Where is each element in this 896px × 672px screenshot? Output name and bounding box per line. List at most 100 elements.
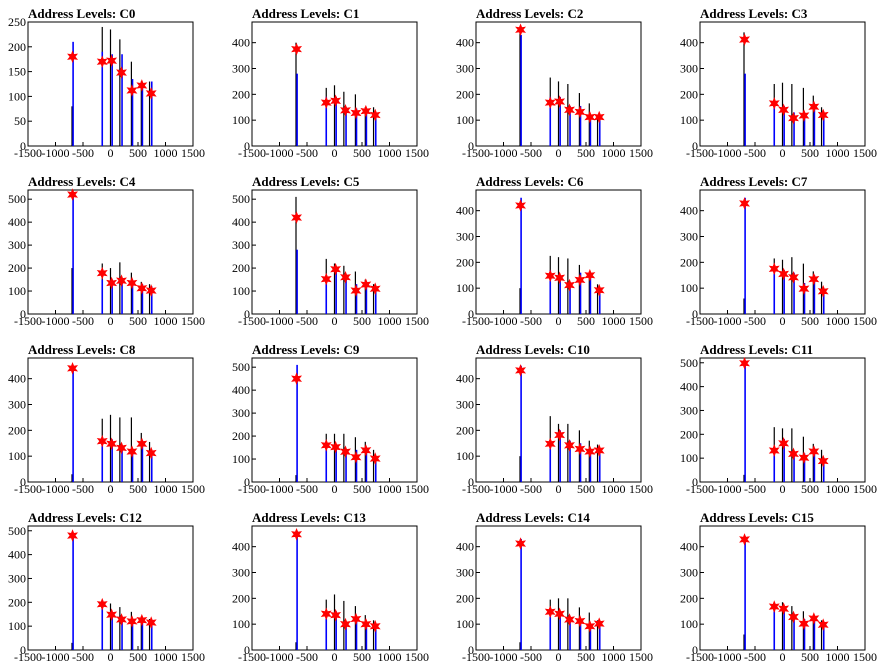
peak-marker <box>320 438 332 452</box>
x-tick-label: 1500 <box>405 650 429 664</box>
y-tick-label: 500 <box>232 192 250 206</box>
peak-marker <box>593 617 605 630</box>
y-tick-label: 100 <box>680 617 698 631</box>
peak-marker <box>145 616 157 629</box>
peak-marker <box>778 602 790 615</box>
peak-marker <box>320 272 332 286</box>
x-tick-label: -1000 <box>714 482 742 496</box>
chart-panel: Address Levels: C7 0 100 200 300 400 -1500 -100… <box>672 168 896 336</box>
peak-marker <box>350 284 362 297</box>
y-tick-label: 0 <box>20 475 26 489</box>
peak-marker <box>320 96 332 109</box>
peak-marker <box>145 446 157 460</box>
peak-marker <box>574 614 586 628</box>
peak-marker <box>330 608 342 622</box>
peak-marker <box>96 434 108 448</box>
peak-marker <box>515 23 527 37</box>
y-tick-label: 300 <box>232 566 250 580</box>
peak-marker <box>574 273 586 287</box>
y-tick-label: 50 <box>14 114 26 128</box>
peak-marker <box>116 66 127 79</box>
peak-marker <box>360 104 372 118</box>
y-tick-label: 200 <box>456 591 474 605</box>
x-tick-label: 500 <box>577 650 595 664</box>
peak-marker <box>584 619 596 633</box>
x-tick-label: -500 <box>72 650 94 664</box>
x-tick-label: 500 <box>801 314 819 328</box>
x-tick-label: -500 <box>520 146 542 160</box>
peak-marker <box>574 105 586 119</box>
y-tick-label: 100 <box>8 449 26 463</box>
peak-marker <box>126 615 138 628</box>
peak-marker <box>808 100 820 114</box>
x-tick-label: 1500 <box>181 482 205 496</box>
peak-marker <box>96 266 108 280</box>
x-tick-label: -1500 <box>14 146 42 160</box>
x-tick-label: 500 <box>353 146 371 160</box>
chart-panel: Address Levels: C14 0 100 200 300 400 -1500 -10… <box>448 504 672 672</box>
y-tick-label: 0 <box>692 643 698 657</box>
peak-marker <box>544 269 556 283</box>
x-tick-label: 1000 <box>826 146 850 160</box>
peak-marker <box>126 445 138 458</box>
y-tick-label: 200 <box>456 87 474 101</box>
y-tick-label: 200 <box>232 429 250 443</box>
chart-title: Address Levels: C11 <box>700 342 814 357</box>
y-tick-label: 300 <box>232 62 250 76</box>
peak-marker <box>593 110 605 124</box>
chart-title: Address Levels: C1 <box>252 6 360 21</box>
peak-marker <box>136 613 148 627</box>
y-tick-label: 300 <box>680 230 698 244</box>
peak-marker <box>291 372 303 385</box>
x-tick-label: -1500 <box>238 314 266 328</box>
y-tick-label: 100 <box>456 449 474 463</box>
y-tick-label: 400 <box>680 204 698 218</box>
peak-marker <box>350 106 362 120</box>
peak-marker <box>106 437 118 451</box>
y-tick-label: 0 <box>20 643 26 657</box>
peak-marker <box>340 445 351 458</box>
chart-panel: Address Levels: C3 0 100 200 300 400 -1500 -100… <box>672 0 896 168</box>
peak-marker <box>564 439 575 452</box>
x-tick-label: 500 <box>577 482 595 496</box>
chart-plot: 0 100 200 300 400 -1500 -1000 -500 0 500 1000 1500 <box>456 525 653 664</box>
peak-marker <box>554 428 566 442</box>
x-tick-label: 1000 <box>602 650 626 664</box>
y-tick-label: 400 <box>232 540 250 554</box>
peak-marker <box>106 54 118 67</box>
x-tick-label: 1000 <box>378 650 402 664</box>
peak-marker <box>369 619 381 633</box>
x-tick-label: 500 <box>353 650 371 664</box>
chart-title: Address Levels: C8 <box>28 342 136 357</box>
peak-marker <box>808 612 820 625</box>
x-tick-label: 1500 <box>853 650 877 664</box>
y-tick-label: 300 <box>232 238 250 252</box>
chart-title: Address Levels: C13 <box>252 510 366 525</box>
peak-marker <box>554 95 566 108</box>
peak-marker <box>515 537 527 550</box>
x-tick-label: 500 <box>801 650 819 664</box>
x-tick-label: 1000 <box>826 314 850 328</box>
x-tick-label: 0 <box>332 482 338 496</box>
x-tick-label: 0 <box>556 146 562 160</box>
peak-marker <box>808 445 820 458</box>
peak-marker <box>106 608 118 622</box>
x-tick-label: -500 <box>744 650 766 664</box>
peak-marker <box>739 356 751 370</box>
x-tick-label: 1500 <box>629 314 653 328</box>
peak-marker <box>291 42 303 56</box>
y-tick-label: 400 <box>232 36 250 50</box>
x-tick-label: 0 <box>556 482 562 496</box>
x-tick-label: -1500 <box>462 650 490 664</box>
chart-plot: 0 100 200 300 400 -1500 -1000 -500 0 500 1000 1500 <box>456 357 653 496</box>
peak-marker <box>564 103 575 117</box>
x-tick-label: 1500 <box>629 482 653 496</box>
y-tick-label: 100 <box>8 89 26 103</box>
chart-panel: Address Levels: C15 0 100 200 300 400 -1500 -10… <box>672 504 896 672</box>
y-tick-label: 400 <box>8 215 26 229</box>
peak-marker <box>584 445 596 458</box>
x-tick-label: 0 <box>780 650 786 664</box>
peak-marker <box>369 452 381 465</box>
chart-panel: Address Levels: C10 0 100 200 300 400 -1500 -10… <box>448 336 672 504</box>
